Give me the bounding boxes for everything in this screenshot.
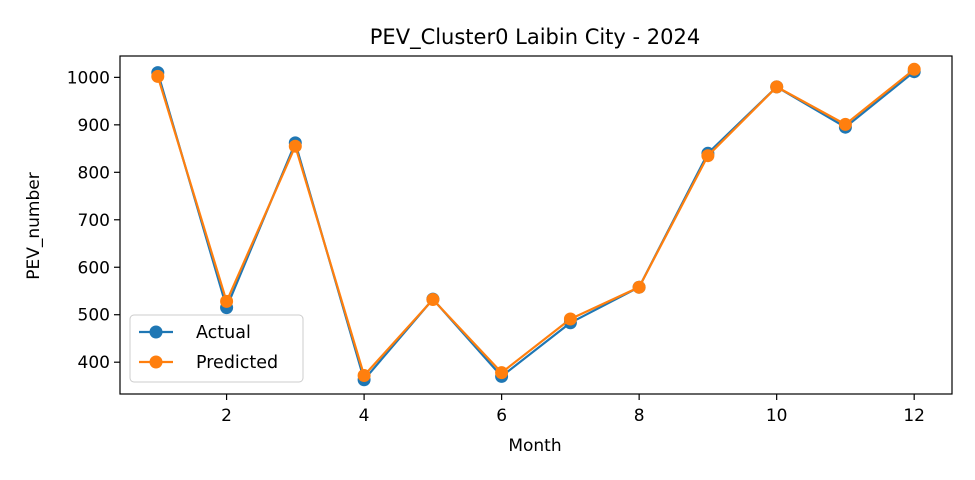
data-point-predicted [357, 369, 371, 382]
x-tick-label: 4 [359, 406, 370, 426]
x-tick-label: 8 [634, 406, 645, 426]
axes-frame [119, 55, 953, 395]
axes: 2 4 6 8 10 12 400 500 600 700 800 900 1000 [67, 55, 953, 426]
y-tick-label: 500 [78, 306, 110, 326]
legend-swatch-marker [149, 325, 163, 339]
x-axis-label: Month [508, 436, 561, 456]
data-point-predicted [220, 294, 234, 308]
data-point-predicted [495, 366, 509, 380]
chart-title: PEV_Cluster0 Laibin City - 2024 [370, 25, 700, 50]
y-tick-label: 800 [78, 163, 110, 183]
y-tick-label: 1000 [67, 68, 110, 88]
x-tick-label: 2 [221, 406, 232, 426]
legend-entry-label: Predicted [196, 353, 278, 373]
y-tick-label: 900 [78, 116, 110, 136]
legend-box [129, 314, 304, 383]
data-point-predicted [838, 117, 852, 131]
data-point-predicted [907, 62, 921, 76]
y-tick-label: 400 [78, 353, 110, 373]
legend: Actual Predicted [129, 314, 304, 383]
series-line-predicted [156, 68, 915, 377]
data-point-predicted [632, 280, 646, 294]
data-point-predicted [770, 80, 784, 94]
data-point-predicted [288, 139, 302, 153]
legend-entry-label: Actual [196, 323, 251, 343]
data-point-predicted [151, 69, 165, 83]
x-tick-label: 12 [903, 406, 925, 426]
y-axis-label: PEV_number [24, 172, 44, 279]
x-tick-label: 6 [496, 406, 507, 426]
data-point-predicted [563, 312, 577, 326]
legend-swatch-marker [149, 355, 163, 369]
y-tick-label: 600 [78, 258, 110, 278]
x-tick-label: 10 [766, 406, 788, 426]
data-point-predicted [426, 293, 440, 306]
plot-area [151, 62, 921, 387]
data-point-predicted [701, 149, 715, 163]
y-tick-label: 700 [78, 211, 110, 231]
